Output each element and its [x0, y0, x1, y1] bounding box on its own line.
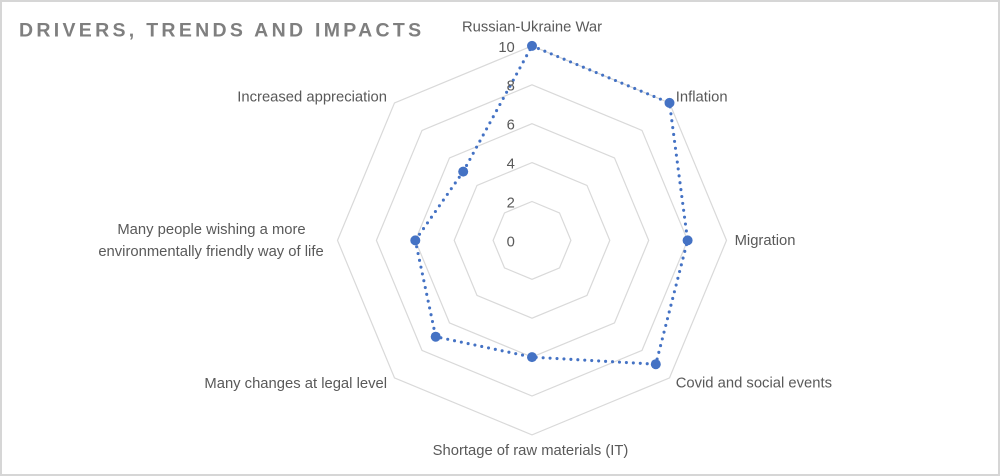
svg-text:Migration: Migration	[735, 233, 796, 249]
svg-text:Russian-Ukraine War: Russian-Ukraine War	[462, 19, 602, 35]
svg-text:8: 8	[507, 79, 515, 95]
svg-text:0: 0	[507, 234, 515, 250]
svg-text:Increased appreciation: Increased appreciation	[237, 89, 387, 105]
svg-text:environmentally friendly way o: environmentally friendly way of life	[98, 244, 323, 260]
svg-text:6: 6	[507, 118, 515, 134]
svg-text:4: 4	[507, 157, 515, 173]
svg-text:Many people wishing a more: Many people wishing a more	[117, 222, 305, 238]
svg-text:DRIVERS, TRENDS AND IMPACTS: DRIVERS, TRENDS AND IMPACTS	[19, 20, 424, 42]
svg-text:2: 2	[507, 195, 515, 211]
svg-text:Many changes at legal level: Many changes at legal level	[204, 376, 387, 392]
svg-text:Inflation: Inflation	[676, 90, 728, 106]
svg-text:10: 10	[498, 40, 514, 56]
svg-text:Shortage of raw materials (IT): Shortage of raw materials (IT)	[433, 443, 629, 459]
svg-text:Covid and social events: Covid and social events	[676, 376, 832, 392]
